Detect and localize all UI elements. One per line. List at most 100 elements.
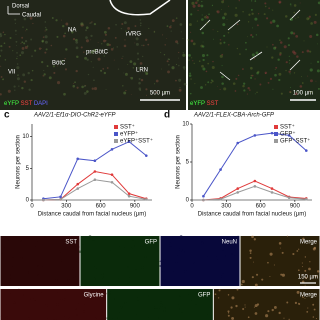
- data-point: [76, 187, 80, 190]
- speckle: [132, 67, 135, 69]
- speckle: [308, 267, 311, 271]
- speckle: [90, 61, 92, 63]
- speckle: [61, 19, 62, 21]
- speckle: [267, 261, 269, 264]
- speckle: [42, 74, 45, 77]
- speckle: [250, 8, 253, 11]
- speckle: [76, 86, 79, 89]
- speckle: [84, 304, 86, 306]
- speckle: [209, 238, 211, 239]
- speckle: [255, 34, 258, 36]
- y-tick-label: 0: [186, 198, 190, 204]
- speckle: [30, 274, 33, 276]
- speckle: [269, 21, 273, 24]
- speckle: [93, 277, 96, 280]
- data-point: [93, 170, 97, 173]
- speckle: [122, 55, 124, 57]
- speckle: [30, 38, 33, 41]
- speckle: [16, 63, 19, 65]
- series-line: [203, 185, 307, 201]
- speckle: [236, 23, 239, 26]
- speckle: [314, 13, 317, 16]
- speckle: [179, 247, 183, 252]
- speckle: [219, 38, 222, 41]
- speckle: [0, 55, 1, 57]
- speckle: [83, 51, 85, 53]
- speckle: [218, 289, 221, 292]
- speckle: [114, 36, 117, 39]
- speckle: [10, 291, 13, 294]
- speckle: [15, 40, 18, 43]
- speckle: [136, 297, 139, 300]
- speckle: [313, 308, 316, 311]
- speckle: [22, 26, 24, 28]
- speckle: [146, 315, 150, 319]
- speckle: [276, 24, 279, 28]
- outline: [109, 0, 171, 16]
- speckle: [198, 263, 201, 266]
- speckle: [75, 69, 78, 73]
- series-line: [203, 180, 307, 201]
- speckle: [235, 77, 238, 80]
- speckle: [16, 66, 20, 70]
- speckle: [206, 295, 208, 298]
- speckle: [12, 50, 14, 52]
- speckle: [192, 4, 196, 8]
- legend-label: SST⁺: [280, 124, 295, 131]
- speckle: [22, 73, 26, 77]
- speckle: [227, 314, 230, 317]
- speckle: [205, 22, 208, 25]
- speckle: [37, 264, 39, 266]
- speckle: [304, 297, 306, 299]
- data-point: [253, 134, 257, 137]
- speckle: [90, 34, 93, 38]
- speckle: [256, 91, 258, 94]
- speckle: [136, 52, 139, 55]
- speckle: [197, 4, 201, 8]
- data-point: [76, 182, 80, 186]
- speckle: [128, 277, 130, 279]
- speckle: [216, 10, 220, 14]
- speckle: [136, 255, 138, 258]
- speckle: [60, 258, 64, 262]
- speckle: [64, 32, 66, 35]
- speckle: [25, 30, 26, 32]
- speckle: [122, 85, 124, 87]
- speckle: [182, 53, 186, 57]
- speckle: [139, 62, 143, 65]
- speckle: [15, 33, 17, 35]
- speckle: [67, 278, 70, 282]
- speckle: [292, 252, 295, 256]
- x-axis-label: Distance caudal from facial nucleus (μm): [38, 212, 147, 218]
- speckle: [90, 22, 92, 24]
- legend-swatch: [274, 125, 278, 129]
- speckle: [178, 88, 182, 92]
- speckle: [179, 294, 182, 297]
- speckle: [227, 312, 230, 314]
- data-point: [219, 168, 222, 171]
- speckle: [75, 40, 79, 44]
- speckle: [202, 58, 205, 62]
- speckle: [17, 74, 19, 76]
- speckle: [153, 83, 156, 85]
- micrograph-tile: [0, 236, 80, 286]
- speckle: [267, 81, 270, 84]
- data-point: [236, 187, 240, 190]
- speckle: [171, 236, 175, 239]
- speckle: [139, 24, 142, 27]
- speckle: [194, 302, 198, 305]
- speckle: [13, 303, 16, 305]
- speckle: [26, 45, 29, 47]
- speckle: [127, 266, 129, 268]
- speckle: [202, 41, 204, 43]
- speckle: [63, 92, 66, 96]
- speckle: [48, 76, 52, 80]
- speckle: [25, 271, 29, 275]
- region: BötC: [52, 61, 66, 67]
- speckle: [73, 83, 75, 85]
- speckle: [0, 315, 3, 318]
- speckle: [41, 47, 42, 49]
- speckle: [213, 38, 215, 40]
- speckle: [163, 54, 166, 56]
- speckle: [245, 48, 247, 51]
